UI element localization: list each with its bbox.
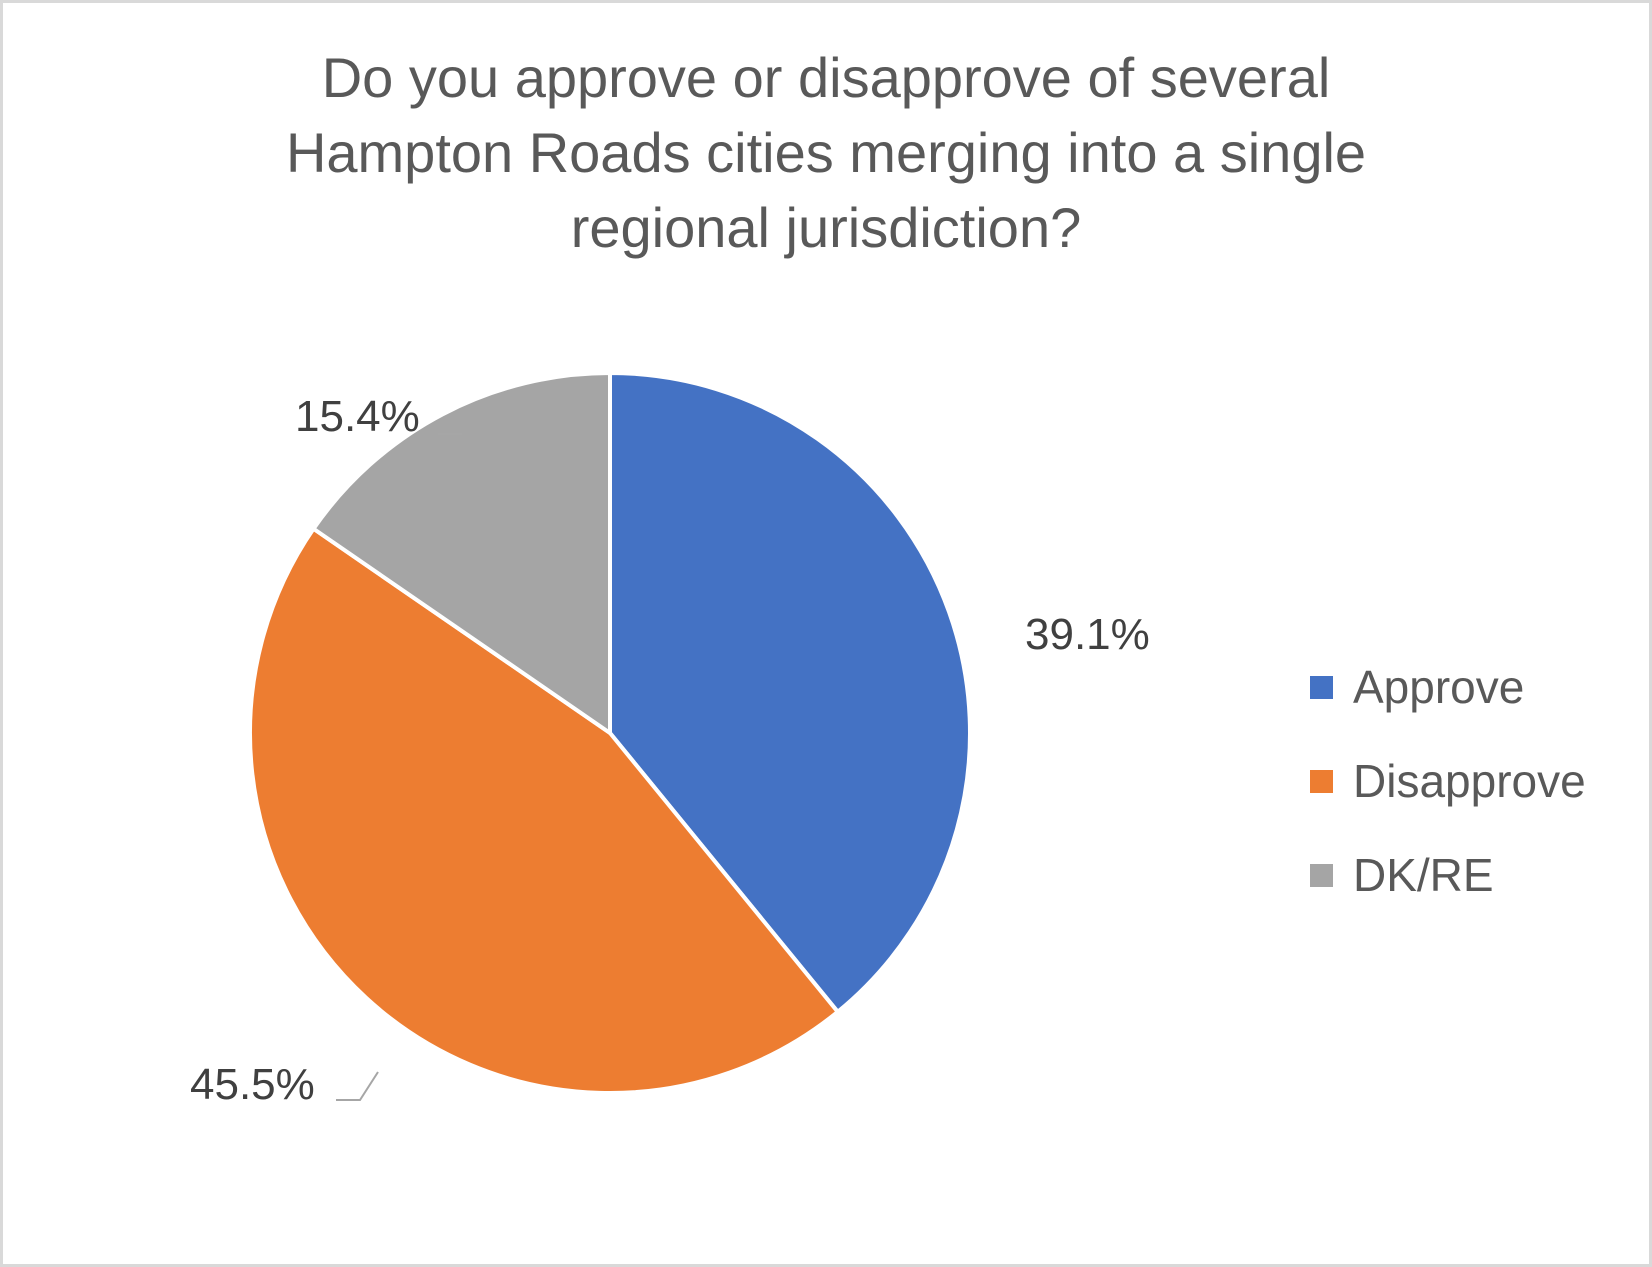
legend-item-approve: Approve — [1310, 640, 1586, 734]
legend-item-disapprove: Disapprove — [1310, 734, 1586, 828]
chart-title: Do you approve or disapprove of several … — [0, 40, 1652, 265]
legend: Approve Disapprove DK/RE — [1310, 640, 1586, 922]
legend-label: Disapprove — [1353, 755, 1586, 807]
pie-slice-dkre — [311, 371, 612, 735]
legend-label: DK/RE — [1353, 849, 1494, 901]
data-label-dkre: 15.4% — [295, 392, 420, 441]
title-line-1: Do you approve or disapprove of several — [321, 46, 1331, 109]
title-line-3: regional jurisdiction? — [570, 196, 1082, 259]
leader-line-disapprove — [336, 1071, 379, 1101]
title-line-2: Hampton Roads cities merging into a sing… — [285, 121, 1367, 184]
pie-slice-disapprove — [248, 526, 840, 1095]
legend-swatch-dkre — [1310, 863, 1333, 887]
legend-label: Approve — [1353, 661, 1525, 713]
pie-slice-approve — [608, 371, 972, 1014]
legend-item-dkre: DK/RE — [1310, 828, 1586, 922]
data-label-disapprove: 45.5% — [190, 1060, 315, 1109]
legend-swatch-disapprove — [1310, 769, 1333, 793]
legend-swatch-approve — [1310, 675, 1333, 699]
data-label-approve: 39.1% — [1025, 610, 1150, 659]
